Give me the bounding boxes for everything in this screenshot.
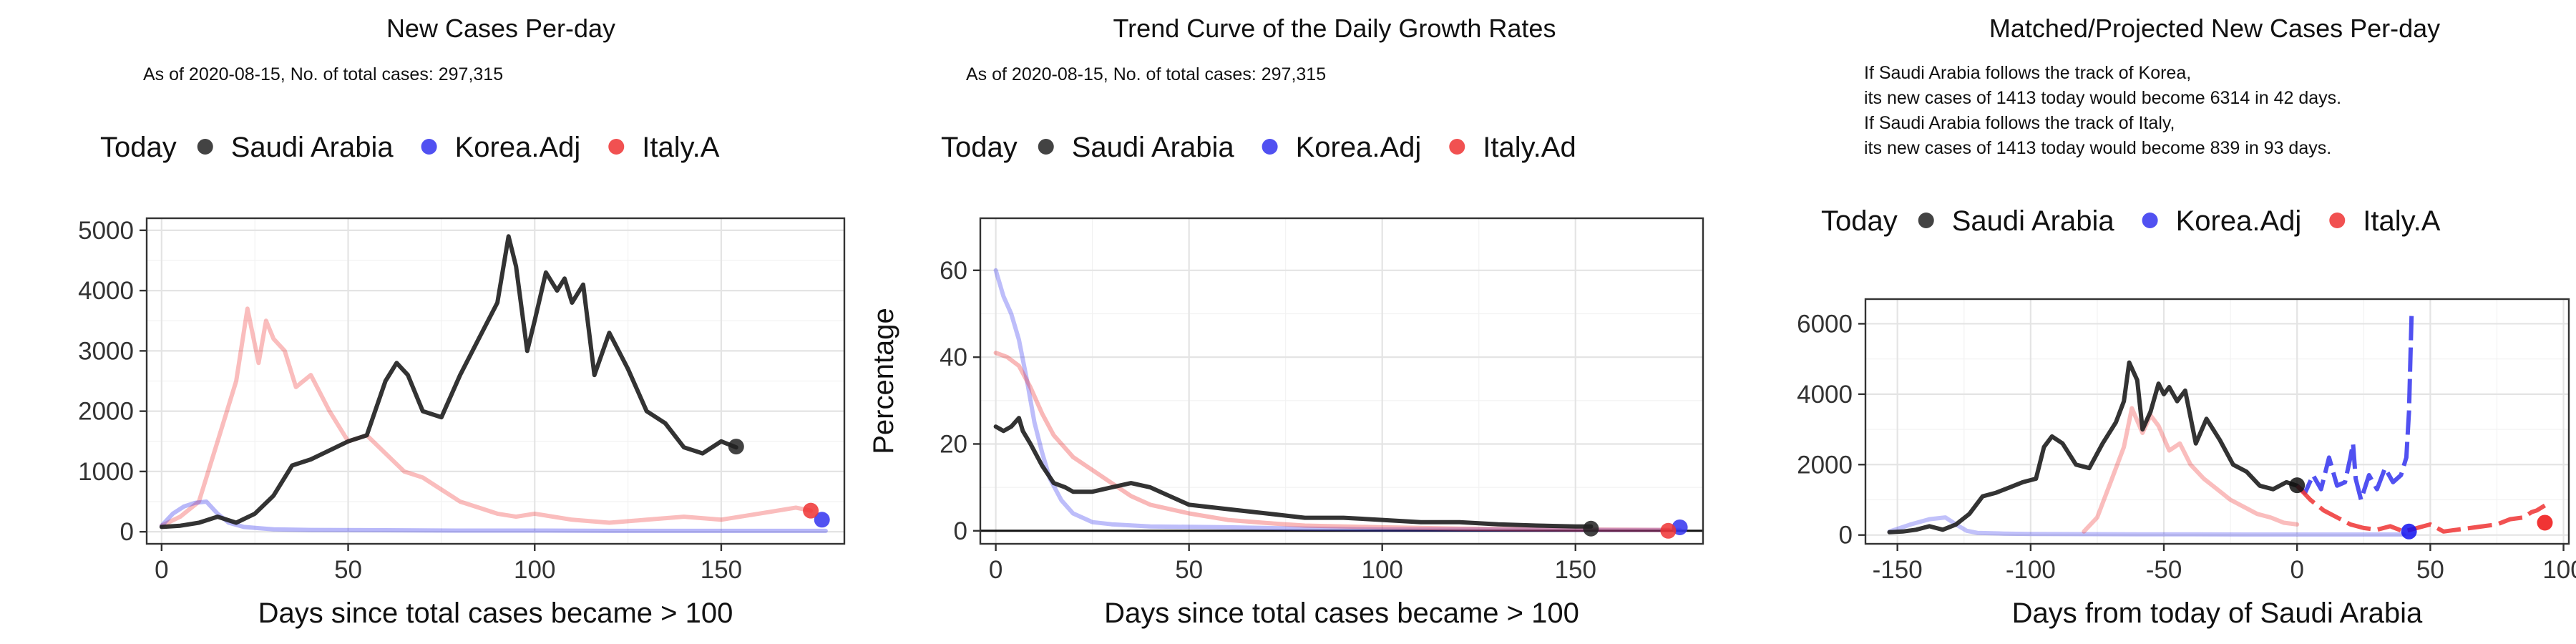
legend: Today Saudi Arabia Korea.Adj Italy.A (100, 132, 720, 163)
grid (1865, 299, 2569, 544)
legend-key-korea-adj (2142, 213, 2158, 228)
legend-label-saudi-arabia: Saudi Arabia (1952, 205, 2115, 237)
chart-title: New Cases Per-day (386, 14, 615, 43)
legend-key-italy-ad (1449, 139, 1465, 155)
today-point-saudi-arabia (728, 439, 744, 455)
legend-label-korea-adj: Korea.Adj (455, 132, 581, 163)
chart-subtitle-line: its new cases of 1413 today would become… (1864, 88, 2341, 108)
y-tick-label: 60 (940, 257, 967, 285)
x-axis-label: Days since total cases became > 100 (1104, 597, 1579, 629)
series-line-saudi-arabia (159, 234, 738, 530)
legend-label-italy-a: Italy.A (2363, 205, 2441, 237)
legend-key-italy-a (2329, 213, 2346, 228)
grid (147, 218, 844, 544)
legend-key-korea-adj (1262, 139, 1278, 155)
plot-area (980, 268, 1703, 532)
chart-subtitle-line: As of 2020-08-15, No. of total cases: 29… (143, 64, 503, 84)
chart-subtitle-line: If Saudi Arabia follows the track of Ita… (1864, 113, 2175, 133)
legend-label-korea-adj: Korea.Adj (1296, 132, 1422, 163)
x-tick-label: 50 (334, 556, 362, 584)
legend-label-korea-adj: Korea.Adj (2176, 205, 2302, 237)
legend-label-italy-a: Italy.A (642, 132, 720, 163)
legend: Today Saudi Arabia Korea.Adj Italy.Ad (941, 132, 1576, 163)
x-tick-label: -100 (2006, 556, 2056, 584)
y-tick-label: 0 (954, 517, 967, 545)
legend-title: Today (100, 132, 177, 163)
series-line-korea-adj (993, 268, 1682, 532)
plot-area (159, 234, 828, 533)
today-point-korea-adj (2401, 523, 2417, 540)
plot-frame (145, 217, 846, 545)
x-tick-label: 0 (155, 556, 168, 584)
legend: Today Saudi Arabia Korea.Adj Italy.A (1821, 205, 2441, 237)
series-line-saudi-arabia (993, 416, 1594, 529)
x-tick-label: 150 (701, 556, 742, 584)
x-tick-label: 0 (989, 556, 1002, 584)
y-tick-label: 6000 (1797, 310, 1853, 338)
legend-key-saudi-arabia (197, 139, 213, 155)
projection-line-italy-a (2296, 484, 2547, 534)
x-axis-label: Days from today of Saudi Arabia (2012, 597, 2423, 629)
plot-frame (1864, 298, 2570, 545)
y-tick-label: 5000 (78, 217, 134, 245)
chart-panel-2: Trend Curve of the Daily Growth Rates As … (868, 14, 1704, 629)
legend-label-saudi-arabia: Saudi Arabia (1072, 132, 1235, 163)
y-tick-label: 3000 (78, 337, 134, 365)
today-point-saudi-arabia (2289, 477, 2306, 494)
chart-panel-3: Matched/Projected New Cases Per-day If Sa… (1797, 14, 2576, 629)
x-tick-label: 0 (2290, 556, 2303, 584)
today-point-saudi-arabia (1583, 520, 1599, 537)
chart-subtitle-line: its new cases of 1413 today would become… (1864, 138, 2331, 158)
y-tick-label: 0 (120, 518, 134, 546)
x-axis-label: Days since total cases became > 100 (258, 597, 733, 629)
today-point-korea-adj (814, 512, 830, 528)
legend-title: Today (1821, 205, 1898, 237)
chart-subtitle-line: As of 2020-08-15, No. of total cases: 29… (966, 64, 1326, 84)
y-tick-label: 4000 (1797, 381, 1853, 409)
chart-subtitle-line: If Saudi Arabia follows the track of Kor… (1864, 63, 2191, 83)
y-tick-label: 1000 (78, 458, 134, 486)
series-line-korea-adj (1887, 515, 2406, 537)
y-tick-label: 4000 (78, 277, 134, 305)
legend-label-saudi-arabia: Saudi Arabia (231, 132, 394, 163)
legend-label-italy-ad: Italy.Ad (1483, 132, 1576, 163)
y-tick-label: 0 (1839, 522, 1853, 550)
series-line-korea-adj (159, 499, 828, 533)
x-tick-label: 100 (1362, 556, 1403, 584)
projection-line-korea-adj (2296, 312, 2414, 502)
legend-key-saudi-arabia (1918, 213, 1934, 228)
y-tick-label: 2000 (1797, 451, 1853, 479)
chart-title: Trend Curve of the Daily Growth Rates (1113, 14, 1556, 43)
series-line-italy-a (159, 306, 814, 528)
x-tick-label: 100 (2542, 556, 2576, 584)
series-line-saudi-arabia (1887, 360, 2300, 535)
legend-key-saudi-arabia (1038, 139, 1054, 155)
plot-frame (979, 217, 1704, 545)
plot-area (1887, 312, 2547, 537)
x-tick-label: 50 (1175, 556, 1203, 584)
legend-title: Today (941, 132, 1018, 163)
x-tick-label: -150 (1873, 556, 1923, 584)
today-point-italy-a (2537, 514, 2553, 531)
x-tick-label: 150 (1555, 556, 1596, 584)
today-point-italy-ad (1660, 522, 1677, 539)
series-line-italy-ad (993, 351, 1671, 532)
chart-title: Matched/Projected New Cases Per-day (1989, 14, 2440, 43)
grid (980, 218, 1703, 544)
legend-key-korea-adj (421, 139, 437, 155)
x-tick-label: -50 (2146, 556, 2182, 584)
chart-panel-1: New Cases Per-day As of 2020-08-15, No. o… (78, 14, 846, 629)
legend-key-italy-a (608, 139, 625, 155)
y-axis-label: Percentage (868, 308, 899, 454)
x-tick-label: 100 (514, 556, 555, 584)
today-point-italy-a (803, 502, 819, 519)
y-tick-label: 40 (940, 343, 967, 371)
x-tick-label: 50 (2416, 556, 2444, 584)
y-tick-label: 2000 (78, 398, 134, 426)
y-tick-label: 20 (940, 430, 967, 458)
series-line-italy-a (2082, 406, 2300, 534)
